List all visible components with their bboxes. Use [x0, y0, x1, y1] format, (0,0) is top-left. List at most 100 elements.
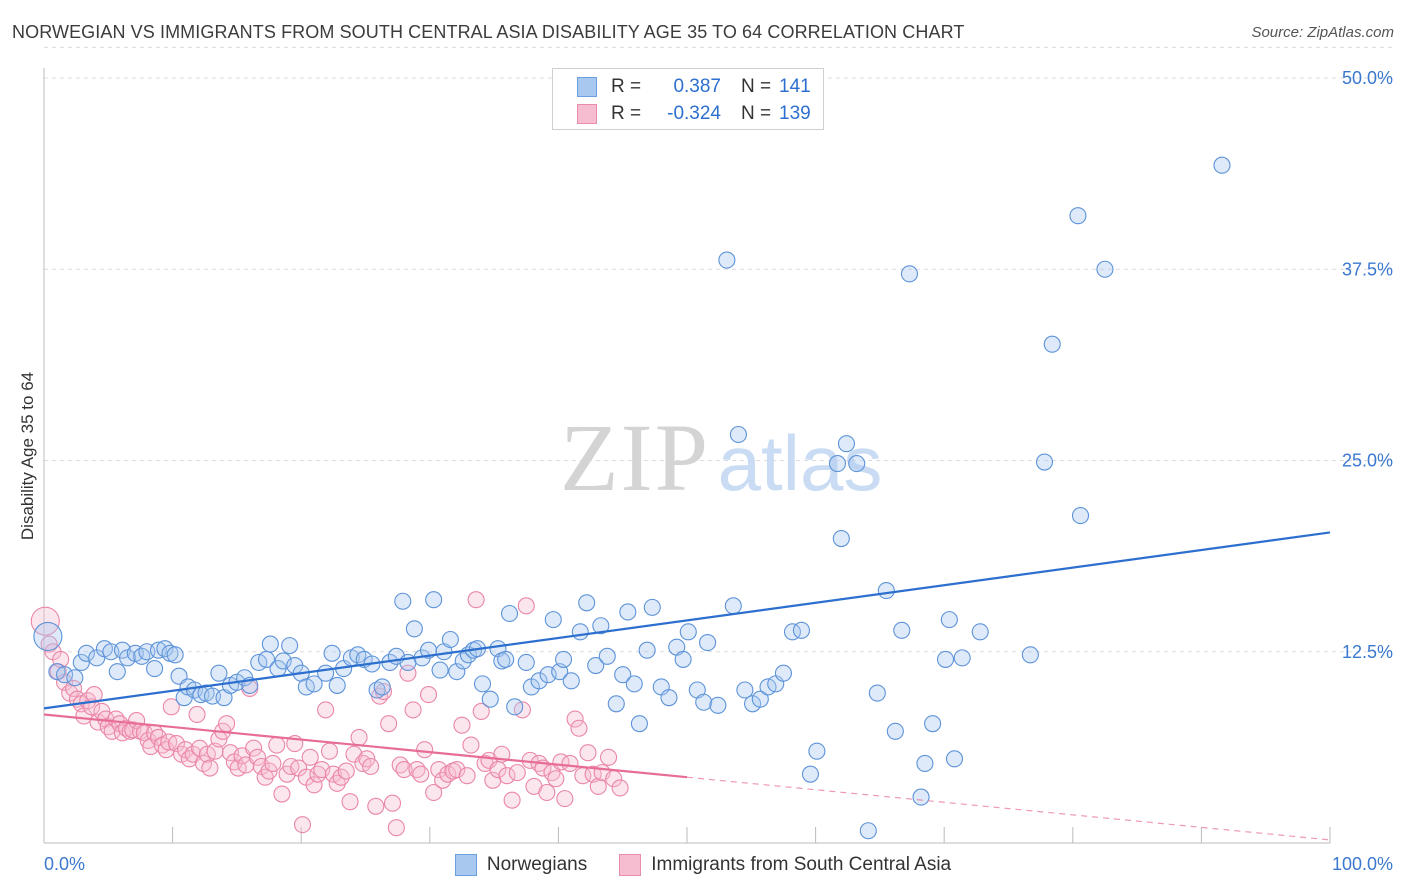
chart-title: NORWEGIAN VS IMMIGRANTS FROM SOUTH CENTR… [12, 22, 965, 42]
trend-line-dashed [686, 776, 1331, 841]
series-norwegians-points [33, 156, 1231, 840]
norwegians-point [66, 669, 84, 687]
immigrants-point [320, 742, 339, 760]
y-tick-label: 50.0% [1342, 68, 1393, 88]
norwegians-point [544, 611, 562, 629]
legend-label-immigrants: Immigrants from South Central Asia [651, 854, 952, 875]
norwegians-point [323, 644, 341, 662]
immigrants-point [579, 744, 597, 762]
immigrants-point [149, 728, 168, 746]
immigrants-point [425, 783, 443, 802]
immigrants-point [387, 819, 405, 837]
immigrants-point [419, 686, 438, 704]
immigrants-point [395, 761, 413, 779]
immigrants-point [416, 741, 434, 759]
immigrants-point [362, 757, 380, 776]
legend-r-value: 0.387 [673, 76, 721, 97]
immigrants-point [404, 701, 422, 719]
legend-row-norwegians: R = 0.387 N = 141 [577, 75, 811, 99]
norwegians-point [530, 672, 548, 690]
norwegians-point [578, 594, 596, 612]
watermark: ZIP atlas [560, 404, 882, 511]
watermark-atlas: atlas [718, 419, 883, 507]
legend-swatch-blue [454, 854, 477, 876]
norwegians-point [877, 581, 895, 600]
immigrants-point [439, 765, 457, 783]
immigrants-point [538, 783, 556, 802]
norwegians-point [33, 621, 63, 652]
norwegians-point [72, 653, 90, 672]
norwegians-point [497, 650, 515, 668]
norwegians-point [517, 653, 535, 672]
y-tick-label: 12.5% [1342, 642, 1393, 662]
norwegians-point [638, 641, 656, 659]
norwegians-point [261, 635, 279, 653]
norwegians-point [554, 650, 573, 668]
norwegians-point [133, 647, 151, 665]
immigrants-point [412, 765, 430, 783]
norwegians-point [936, 650, 955, 668]
immigrants-point [350, 728, 368, 746]
legend-swatch-pink [577, 104, 597, 124]
norwegians-point [868, 684, 886, 702]
immigrants-point [430, 761, 448, 779]
norwegians-point [828, 455, 847, 473]
norwegians-point [146, 660, 164, 678]
norwegians-point [724, 597, 742, 615]
legend-label-norwegians: Norwegians [486, 854, 588, 875]
immigrants-point [462, 736, 480, 754]
norwegians-point [108, 663, 126, 681]
immigrants-point [337, 762, 355, 780]
axes [43, 68, 1331, 844]
immigrants-point [264, 754, 282, 772]
immigrants-point [547, 770, 565, 788]
norwegians-point [166, 646, 184, 664]
immigrants-point [508, 764, 526, 782]
norwegians-point [425, 591, 443, 609]
immigrants-point [248, 748, 267, 766]
legend-r-value: -0.324 [667, 103, 721, 124]
norwegians-point [448, 663, 466, 681]
series-immigrants-points [30, 591, 629, 837]
immigrants-point [293, 816, 312, 834]
immigrants-point [345, 745, 363, 763]
norwegians-point [643, 598, 661, 616]
norwegians-point [916, 754, 934, 772]
legend-item-immigrants[interactable]: Immigrants from South Central Asia [619, 854, 951, 876]
norwegians-point [441, 630, 459, 649]
immigrants-point [341, 793, 359, 811]
legend-n-value: 141 [779, 76, 811, 97]
norwegians-point [368, 681, 386, 699]
norwegians-point [587, 656, 605, 675]
legend-item-norwegians[interactable]: Norwegians [454, 854, 588, 876]
norwegians-point [729, 425, 747, 444]
norwegians-point [562, 672, 580, 690]
immigrants-point [566, 710, 584, 728]
norwegians-point [607, 695, 625, 713]
norwegians-point [156, 640, 174, 658]
immigrants-point [317, 701, 335, 719]
norwegians-point [1021, 646, 1039, 664]
legend-r-label: R = [611, 76, 642, 97]
norwegians-point [625, 675, 643, 693]
chart-source: Source: ZipAtlas.com [1251, 24, 1394, 41]
immigrants-point [40, 635, 58, 653]
immigrants-point [561, 754, 579, 772]
immigrants-point [367, 797, 385, 815]
norwegians-point [614, 666, 632, 684]
immigrants-point [458, 767, 476, 785]
norwegians-point [900, 265, 919, 283]
norwegians-point [848, 455, 866, 473]
norwegians-point [1043, 335, 1061, 353]
immigrants-point [167, 734, 186, 753]
y-tick-label: 37.5% [1342, 259, 1393, 279]
tick-labels: 12.5% 25.0% 37.5% 50.0% 0.0% 100.0% [44, 68, 1393, 874]
norwegians-point [837, 435, 856, 453]
norwegians-point [699, 634, 717, 652]
norwegians-point [373, 678, 391, 696]
norwegians-point [500, 604, 519, 623]
immigrants-point [453, 716, 471, 734]
immigrants-point [260, 762, 278, 780]
norwegians-point [210, 664, 228, 682]
